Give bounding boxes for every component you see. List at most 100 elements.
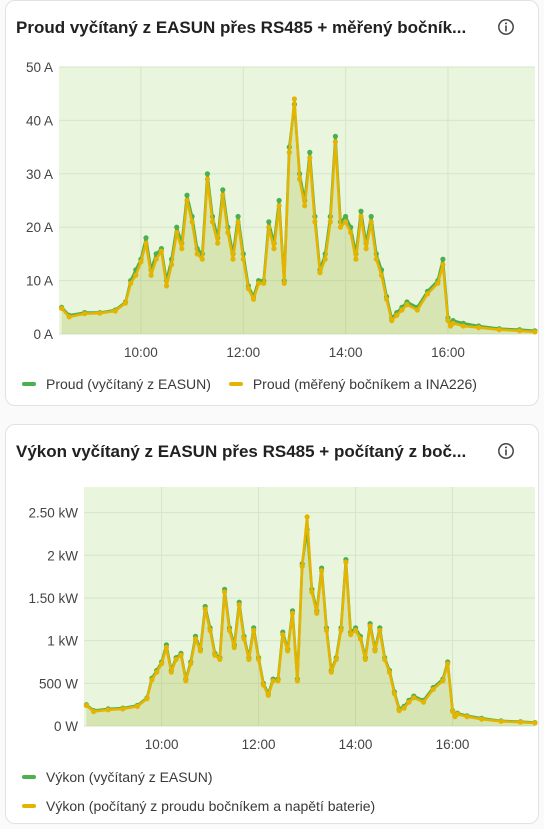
data-point — [430, 686, 436, 692]
data-point — [154, 669, 160, 675]
data-point — [454, 711, 460, 717]
data-point — [153, 256, 159, 262]
current-line-chart[interactable]: 0 A 10 A 20 A 30 A 40 A 50 A 10:00 12:00 14:00 16… — [6, 1, 539, 406]
y-tick-label: 20 A — [26, 220, 53, 235]
data-point — [207, 627, 213, 633]
y-tick-label: 0 W — [54, 719, 78, 734]
legend-swatch-easun — [22, 775, 36, 779]
data-point — [256, 656, 262, 662]
data-point — [307, 155, 313, 161]
data-point — [83, 702, 89, 709]
x-tick-label: 10:00 — [124, 345, 158, 360]
data-point — [332, 133, 338, 139]
data-point — [386, 669, 393, 675]
data-point — [496, 327, 502, 333]
data-point — [235, 213, 241, 220]
data-point — [373, 256, 379, 262]
data-point — [143, 235, 149, 241]
data-point — [348, 229, 354, 236]
data-point — [250, 296, 257, 302]
data-point — [215, 240, 221, 246]
data-point — [82, 311, 88, 317]
data-point — [275, 678, 281, 684]
data-point — [169, 262, 175, 268]
legend-label: Proud (měřený bočníkem a INA226) — [252, 376, 477, 392]
data-point — [271, 246, 277, 252]
data-point — [368, 213, 374, 220]
x-tick-label: 14:00 — [329, 345, 363, 360]
data-point — [236, 602, 242, 608]
data-point — [357, 636, 363, 642]
data-point — [312, 219, 318, 225]
info-icon[interactable] — [497, 18, 515, 36]
data-point — [377, 627, 383, 633]
data-point — [66, 314, 72, 320]
plot-area — [84, 487, 535, 726]
data-point — [144, 696, 150, 702]
legend-item-measured[interactable]: Proud (měřený bočníkem a INA226) — [228, 376, 477, 392]
data-point — [384, 296, 390, 302]
data-point — [464, 714, 470, 720]
data-point — [445, 318, 451, 324]
data-point — [197, 648, 203, 654]
data-point — [276, 197, 282, 204]
data-point — [322, 256, 328, 262]
data-point — [286, 149, 292, 155]
data-point — [202, 606, 208, 612]
data-point — [358, 208, 364, 214]
data-point — [188, 661, 194, 667]
data-point — [317, 270, 323, 276]
data-point — [178, 652, 184, 658]
data-point — [174, 229, 180, 236]
data-point — [251, 627, 257, 633]
legend-swatch-measured — [228, 382, 243, 386]
data-point — [122, 300, 129, 306]
y-tick-label: 500 W — [39, 676, 78, 691]
data-point — [414, 307, 420, 313]
data-point — [532, 720, 538, 726]
data-point — [327, 219, 333, 225]
data-point — [396, 708, 402, 714]
x-tick-label: 12:00 — [242, 737, 276, 752]
data-point — [159, 661, 165, 667]
data-point — [212, 652, 218, 658]
data-point — [256, 280, 262, 286]
data-point — [404, 302, 410, 308]
data-point — [382, 656, 388, 662]
data-point — [411, 695, 417, 701]
data-point — [399, 307, 405, 313]
data-point — [337, 224, 344, 230]
legend-label: Proud (vyčítaný z EASUN) — [46, 376, 211, 392]
data-point — [391, 691, 397, 697]
data-point — [291, 96, 297, 102]
data-point — [401, 705, 407, 711]
data-point — [148, 272, 154, 278]
data-point — [333, 656, 339, 662]
data-point — [440, 678, 446, 684]
data-point — [450, 708, 456, 715]
info-icon[interactable] — [497, 442, 515, 460]
x-tick-label: 16:00 — [431, 345, 465, 360]
data-point — [440, 256, 446, 262]
data-point — [314, 610, 320, 616]
data-point — [338, 627, 344, 633]
data-point — [158, 248, 164, 254]
data-point — [372, 648, 378, 654]
legend-item-easun[interactable]: Proud (vyčítaný z EASUN) — [22, 376, 211, 392]
data-point — [378, 272, 385, 278]
data-point — [440, 262, 446, 268]
data-point — [128, 280, 134, 286]
data-point — [532, 329, 538, 335]
legend-item-easun[interactable]: Výkon (vyčítaný z EASUN) — [22, 769, 213, 785]
series-area — [61, 99, 535, 334]
data-point — [435, 280, 441, 286]
data-point — [245, 286, 251, 292]
data-point — [289, 610, 296, 616]
legend-item-calculated[interactable]: Výkon (počítaný z proudu bočníkem a napě… — [22, 798, 375, 814]
data-point — [266, 224, 272, 230]
data-point — [138, 259, 144, 265]
y-tick-label: 0 A — [33, 327, 53, 342]
y-tick-label: 1.50 kW — [28, 591, 78, 606]
power-line-chart[interactable]: 0 W 500 W 1 kW 1.50 kW 2 kW 2.50 kW 10:00 12:00… — [6, 425, 539, 824]
data-point — [184, 197, 190, 204]
